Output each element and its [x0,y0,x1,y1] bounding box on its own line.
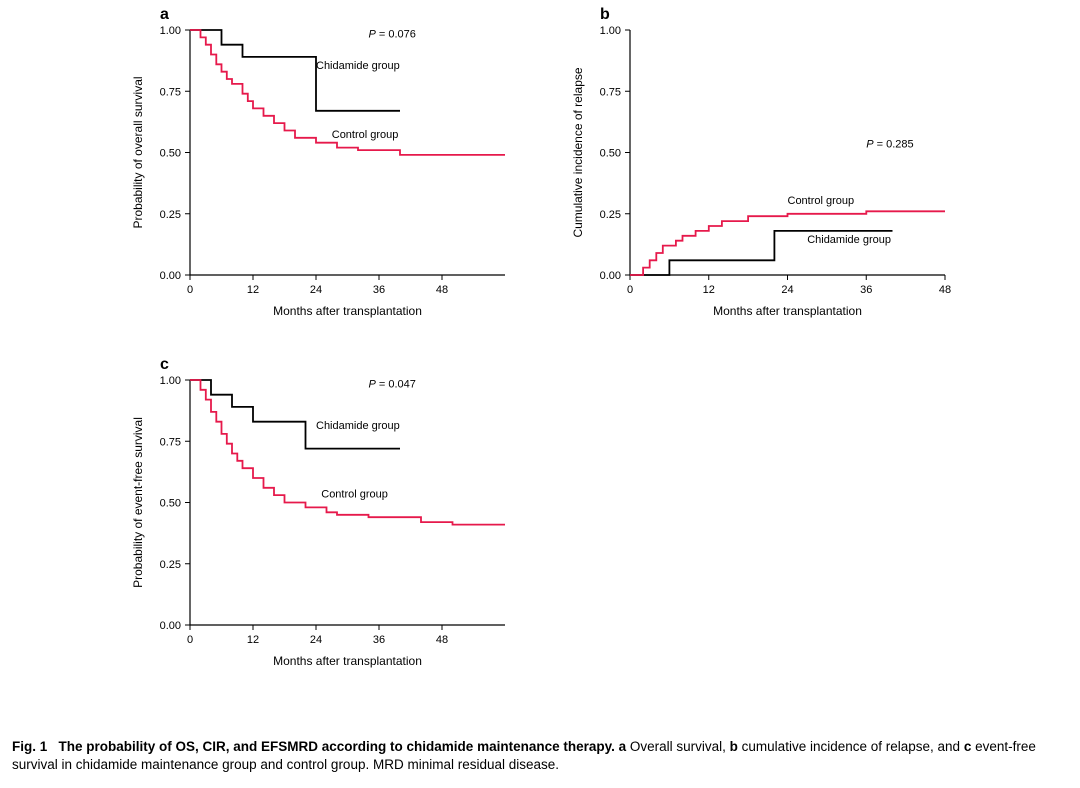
svg-text:12: 12 [247,634,259,646]
series-label-chidamide: Chidamide group [316,420,400,432]
panel-a-label: a [160,6,169,24]
svg-text:0.50: 0.50 [160,148,181,160]
svg-text:0.75: 0.75 [160,86,181,98]
caption-fig-label: Fig. 1 [12,739,47,754]
panel-b: b 0122436480.000.250.500.751.00Months af… [560,10,960,330]
caption-a-marker: a [619,739,627,754]
svg-text:Cumulative incidence of relaps: Cumulative incidence of relapse [571,67,585,237]
svg-text:12: 12 [703,284,715,296]
svg-text:48: 48 [436,284,448,296]
series-label-control: Control group [332,129,399,141]
svg-text:0: 0 [187,634,193,646]
svg-text:1.00: 1.00 [600,25,621,37]
panel-c: c 0122436480.000.250.500.751.00Months af… [120,360,520,680]
caption-b-marker: b [730,739,738,754]
svg-text:0.50: 0.50 [160,498,181,510]
svg-text:12: 12 [247,284,259,296]
svg-text:Months after transplantation: Months after transplantation [273,304,422,318]
svg-text:24: 24 [781,284,793,296]
pvalue-text: P = 0.047 [369,378,416,390]
panel-c-label: c [160,356,169,374]
svg-text:0.50: 0.50 [600,148,621,160]
figure-1: a 0 12 24 36 48 0.00 0.25 0.50 0.75 1.00 Months af… [0,0,1080,788]
pvalue-text: P = 0.076 [369,28,416,40]
svg-text:24: 24 [310,634,322,646]
series-label-chidamide: Chidamide group [807,234,891,246]
svg-text:Months after transplantation: Months after transplantation [273,654,422,668]
svg-text:0: 0 [187,284,193,296]
svg-text:1.00: 1.00 [160,375,181,387]
svg-text:Probability of event-free surv: Probability of event-free survival [131,417,145,588]
panel-c-chart: 0 12 24 36 48 0.00 0.25 0.50 0.75 1.00 Months afte… [120,360,520,680]
svg-text:36: 36 [373,634,385,646]
svg-text:0.75: 0.75 [160,436,181,448]
svg-text:0.25: 0.25 [600,209,621,221]
svg-text:24: 24 [310,284,322,296]
panels-container: a 0 12 24 36 48 0.00 0.25 0.50 0.75 1.00 Months af… [0,0,1080,720]
svg-text:Months after transplantation: Months after transplantation [713,304,862,318]
figure-caption: Fig. 1 The probability of OS, CIR, and E… [12,738,1068,774]
svg-text:48: 48 [939,284,951,296]
series-label-chidamide: Chidamide group [316,60,400,72]
svg-text:0.25: 0.25 [160,209,181,221]
svg-text:Probability of overall surviva: Probability of overall survival [131,76,145,228]
panel-b-chart: 0 12 24 36 48 0.00 0.25 0.50 0.75 1.00 Months afte… [560,10,960,330]
series-control [190,380,505,525]
svg-text:1.00: 1.00 [160,25,181,37]
pvalue-text: P = 0.285 [866,139,913,151]
panel-a: a 0122436480.000.250.500.751.00Months af… [120,10,520,330]
svg-text:0.00: 0.00 [160,620,181,632]
svg-text:0.75: 0.75 [600,86,621,98]
series-label-control: Control group [788,195,855,207]
caption-a-text: Overall survival, [626,739,730,754]
svg-text:0.00: 0.00 [160,270,181,282]
series-control [630,211,945,275]
caption-title: The probability of OS, CIR, and EFSMRD a… [59,739,615,754]
svg-text:0: 0 [627,284,633,296]
svg-text:36: 36 [373,284,385,296]
svg-text:36: 36 [860,284,872,296]
panel-b-label: b [600,6,610,24]
series-label-control: Control group [321,489,388,501]
svg-text:48: 48 [436,634,448,646]
svg-text:0.25: 0.25 [160,559,181,571]
panel-a-chart: 0 12 24 36 48 0.00 0.25 0.50 0.75 1.00 Months afte… [120,10,520,330]
caption-b-text: cumulative incidence of relapse, and [738,739,964,754]
svg-text:0.00: 0.00 [600,270,621,282]
